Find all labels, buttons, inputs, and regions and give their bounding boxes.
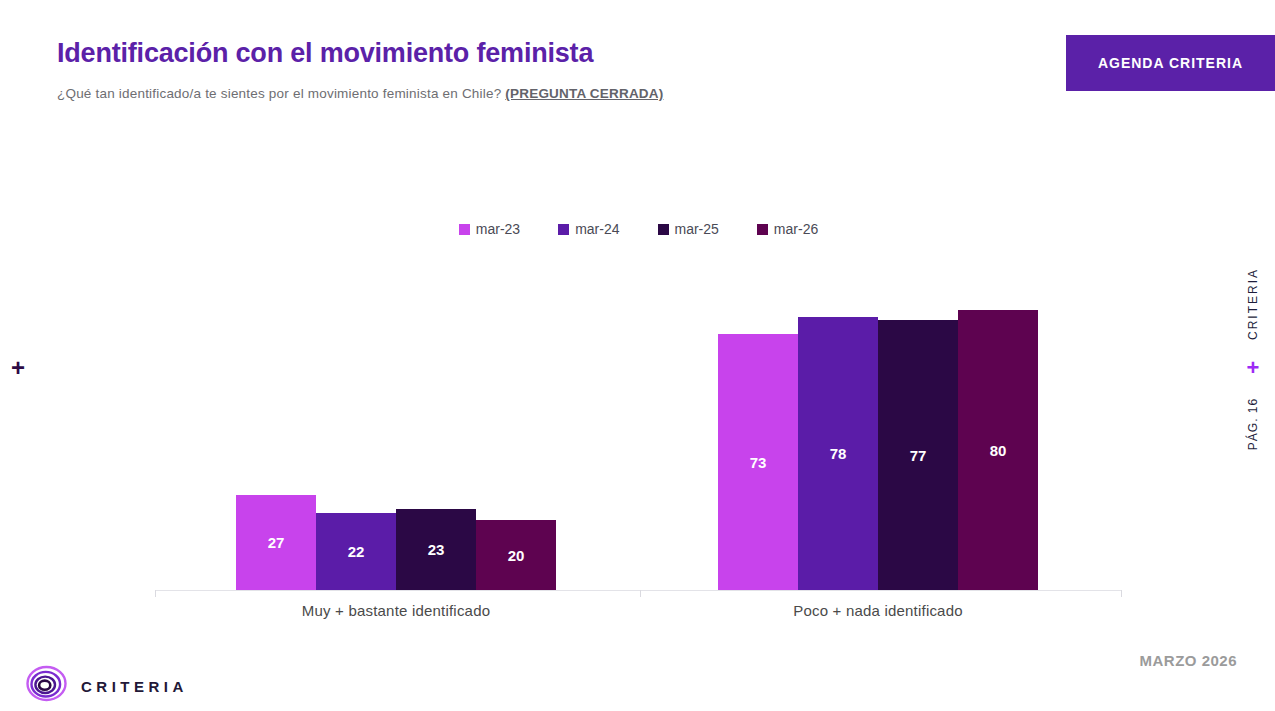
bar-value-label: 23 (428, 541, 445, 558)
legend-label: mar-25 (675, 221, 719, 237)
vertical-brand-label: CRITERIA (1246, 254, 1260, 354)
x-axis-line (155, 590, 1122, 591)
chart-legend: mar-23 mar-24 mar-25 mar-26 (155, 221, 1122, 237)
bar-value-label: 20 (508, 547, 525, 564)
left-plus-icon: + (4, 352, 32, 384)
bar-mar-23-cat2: 73 (718, 334, 798, 590)
page-number-label: PÁG. 16 (1246, 374, 1260, 474)
bar-value-label: 73 (750, 454, 767, 471)
bar-mar-26-cat1: 20 (476, 520, 556, 590)
bar-mar-26-cat2: 80 (958, 310, 1038, 590)
legend-label: mar-23 (476, 221, 520, 237)
bar-mar-24-cat1: 22 (316, 513, 396, 590)
legend-item-mar-23: mar-23 (459, 221, 520, 237)
axis-tick-start (155, 590, 156, 597)
footer-logo-text: CRITERIA (81, 678, 188, 695)
bar-value-label: 80 (990, 442, 1007, 459)
legend-item-mar-26: mar-26 (757, 221, 818, 237)
subtitle-closed-question-tag: (PREGUNTA CERRADA) (505, 86, 663, 101)
bar-mar-25-cat2: 77 (878, 320, 958, 590)
report-date-label: MARZO 2026 (1139, 652, 1237, 669)
bar-value-label: 77 (910, 447, 927, 464)
legend-swatch-mar-23 (459, 224, 470, 235)
legend-label: mar-24 (575, 221, 619, 237)
bar-value-label: 27 (268, 534, 285, 551)
legend-item-mar-25: mar-25 (658, 221, 719, 237)
subtitle-question: ¿Qué tan identificado/a te sientes por e… (57, 86, 663, 101)
bar-mar-25-cat1: 23 (396, 509, 476, 590)
criteria-logo-icon (25, 664, 69, 708)
legend-label: mar-26 (774, 221, 818, 237)
subtitle-question-text: ¿Qué tan identificado/a te sientes por e… (57, 86, 505, 101)
legend-swatch-mar-26 (757, 224, 768, 235)
category-label-2: Poco + nada identificado (668, 602, 1088, 619)
agenda-criteria-button[interactable]: AGENDA CRITERIA (1066, 35, 1275, 91)
category-label-1: Muy + bastante identificado (186, 602, 606, 619)
bar-mar-23-cat1: 27 (236, 495, 316, 590)
axis-tick-end (1121, 590, 1122, 597)
legend-swatch-mar-24 (558, 224, 569, 235)
page-title: Identificación con el movimiento feminis… (57, 38, 593, 69)
axis-tick-middle (640, 590, 641, 597)
slide: Identificación con el movimiento feminis… (0, 0, 1275, 711)
bar-value-label: 22 (348, 543, 365, 560)
bar-value-label: 78 (830, 445, 847, 462)
bar-mar-24-cat2: 78 (798, 317, 878, 590)
footer-logo: CRITERIA (25, 664, 188, 708)
legend-swatch-mar-25 (658, 224, 669, 235)
legend-item-mar-24: mar-24 (558, 221, 619, 237)
